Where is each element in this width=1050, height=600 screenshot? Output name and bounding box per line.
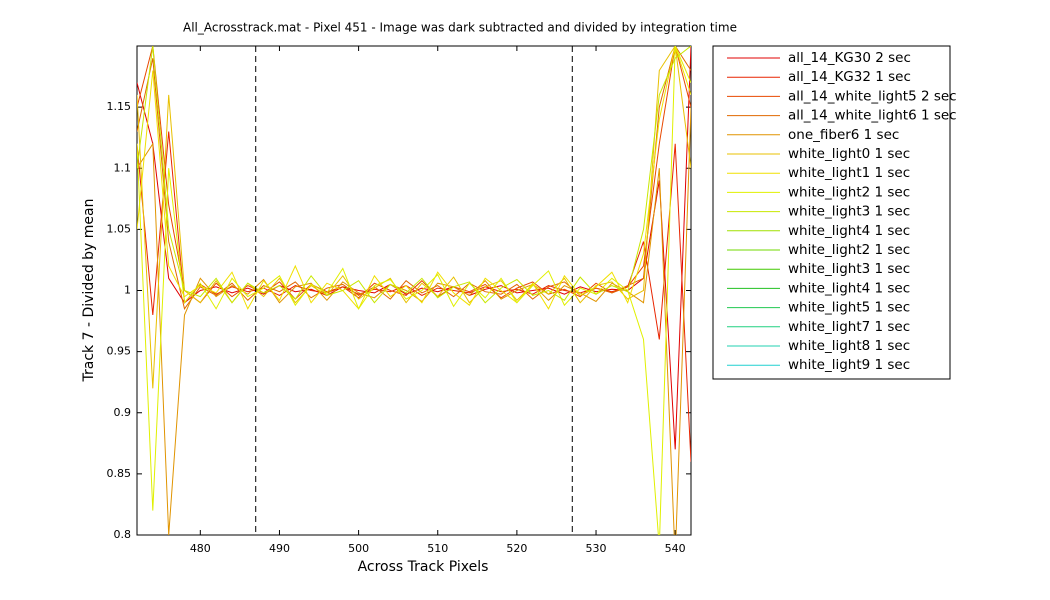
x-tick-label: 530 xyxy=(586,542,607,555)
legend-label: white_light2 1 sec xyxy=(788,184,910,200)
y-tick-label: 0.9 xyxy=(114,406,132,419)
data-line xyxy=(137,46,691,304)
legend-label: all_14_white_light6 1 sec xyxy=(788,108,957,124)
x-tick-label: 520 xyxy=(506,542,527,555)
legend-label: white_light4 1 sec xyxy=(788,280,910,296)
y-tick-label: 0.95 xyxy=(107,345,132,358)
data-line xyxy=(137,107,691,535)
legend-label: white_light1 1 sec xyxy=(788,165,910,181)
y-tick-label: 1 xyxy=(124,284,131,297)
data-line xyxy=(137,46,691,310)
legend-label: one_fiber6 1 sec xyxy=(788,127,899,143)
y-tick-label: 1.15 xyxy=(107,100,132,113)
x-tick-label: 540 xyxy=(665,542,686,555)
x-tick-label: 490 xyxy=(269,542,290,555)
legend-label: white_light9 1 sec xyxy=(788,357,910,373)
legend-label: white_light3 1 sec xyxy=(788,261,910,277)
chart-title: All_Acrosstrack.mat - Pixel 451 - Image … xyxy=(183,21,737,35)
y-tick-label: 0.8 xyxy=(114,528,132,541)
legend-label: white_light3 1 sec xyxy=(788,204,910,220)
legend xyxy=(712,45,951,380)
y-axis-label: Track 7 - Divided by mean xyxy=(81,199,97,383)
data-line xyxy=(137,46,691,535)
legend-label: white_light7 1 sec xyxy=(788,319,910,335)
y-tick-label: 0.85 xyxy=(107,467,132,480)
legend-label: white_light5 1 sec xyxy=(788,300,910,316)
legend-label: white_light2 1 sec xyxy=(788,242,910,258)
x-tick-label: 510 xyxy=(427,542,448,555)
legend-label: all_14_KG30 2 sec xyxy=(788,50,911,66)
legend-label: white_light8 1 sec xyxy=(788,338,910,354)
legend-label: all_14_white_light5 2 sec xyxy=(788,88,957,104)
plot-lines xyxy=(137,46,691,535)
legend-label: all_14_KG32 1 sec xyxy=(788,69,911,85)
legend-label: white_light0 1 sec xyxy=(788,146,910,162)
y-tick-label: 1.05 xyxy=(107,222,132,235)
y-tick-label: 1.1 xyxy=(114,161,132,174)
x-axis-label: Across Track Pixels xyxy=(358,559,489,575)
x-tick-label: 480 xyxy=(190,542,211,555)
data-line xyxy=(137,46,691,310)
x-tick-label: 500 xyxy=(348,542,369,555)
legend-label: white_light4 1 sec xyxy=(788,223,910,239)
